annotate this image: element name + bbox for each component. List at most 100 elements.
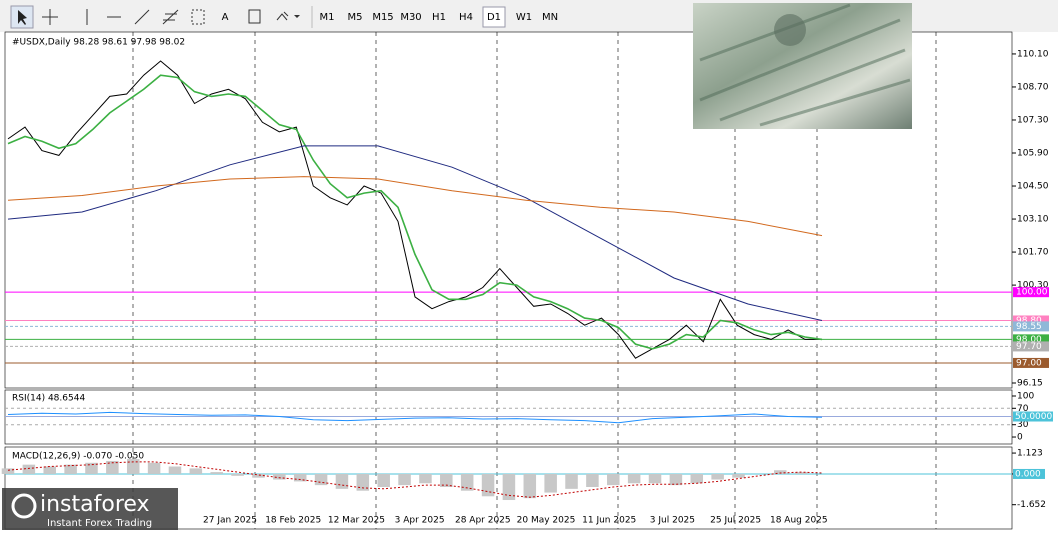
logo-bg	[2, 488, 178, 530]
timeframe-button[interactable]: M15	[372, 12, 393, 23]
logo-tagline: Instant Forex Trading	[47, 518, 152, 529]
y-tick-label: 1.123	[1017, 449, 1043, 459]
timeframe-button[interactable]: M30	[400, 12, 421, 23]
x-tick-label: 27 Jan 2025	[203, 516, 257, 526]
price-line	[7, 74, 823, 350]
toolbar-buttons: A	[10, 5, 313, 29]
macd-bar	[314, 473, 328, 486]
level-label: 50.0000	[1015, 412, 1052, 422]
macd-bar	[523, 473, 537, 499]
timeframe-button[interactable]: W1	[516, 12, 532, 23]
macd-bar	[1, 468, 15, 474]
macd-bar	[64, 464, 77, 474]
y-tick-label: 0	[1017, 433, 1023, 443]
y-tick-label: 105.90	[1017, 149, 1049, 159]
x-tick-label: 11 Jun 2025	[582, 516, 636, 526]
macd-bar	[43, 466, 57, 474]
macd-bar	[335, 473, 349, 489]
level-box	[1013, 357, 1049, 368]
cursor-icon	[18, 10, 27, 25]
macd-bar	[126, 459, 140, 474]
macd-bar	[607, 473, 620, 486]
timeframe-button[interactable]: H1	[432, 12, 446, 23]
macd-bar	[481, 473, 495, 497]
macd-bar	[252, 473, 265, 478]
macd-bar	[690, 473, 704, 484]
y-tick-label: -1.652	[1017, 500, 1046, 510]
logo: instaforex Instant Forex Trading	[2, 488, 178, 530]
level-label: 98.00	[1016, 335, 1042, 345]
level-label: 97.70	[1016, 342, 1042, 352]
macd-bar	[627, 473, 641, 484]
macd-bar	[377, 473, 390, 487]
x-tick-label: 12 Mar 2025	[328, 516, 385, 526]
macd-bar	[273, 473, 286, 480]
level-label: 98.55	[1016, 322, 1042, 332]
logo-brand: instaforex	[40, 492, 150, 517]
macd-bar	[419, 473, 432, 484]
macd-bar	[210, 472, 223, 474]
arrows-tool[interactable]	[276, 11, 289, 21]
y-tick-label: 108.70	[1017, 82, 1049, 92]
macd-bar	[231, 473, 244, 476]
macd-bar	[669, 473, 683, 486]
macd-bar	[85, 462, 98, 474]
x-tick-label: 3 Jul 2025	[650, 516, 695, 526]
level-box	[1013, 315, 1049, 326]
macd-bar	[106, 460, 119, 474]
rsi-title: RSI(14) 48.6544	[12, 394, 85, 404]
macd-bar	[711, 473, 724, 480]
logo-mark	[11, 493, 37, 519]
macd-bar	[22, 464, 36, 474]
text-tool[interactable]: A	[222, 12, 229, 23]
timeframe-button[interactable]: MN	[542, 12, 558, 23]
level-box	[1013, 321, 1049, 332]
timeframe-button[interactable]: M1	[320, 12, 335, 23]
level-box	[1013, 334, 1049, 345]
macd-bar	[398, 473, 411, 486]
timeframe-button[interactable]: M5	[348, 12, 363, 23]
macd-bar	[565, 473, 578, 489]
price-line	[7, 176, 823, 237]
level-box	[1013, 287, 1049, 298]
channel-tool[interactable]	[162, 9, 179, 25]
y-tick-label: 101.70	[1017, 248, 1049, 258]
macd-bar	[293, 473, 307, 482]
dropdown[interactable]	[294, 15, 300, 18]
macd-title: MACD(12,26,9) -0.070 -0.050	[12, 452, 144, 462]
macd-bar	[732, 473, 745, 478]
macd-bar	[147, 462, 161, 474]
price-line	[7, 60, 822, 359]
x-tick-label: 18 Aug 2025	[770, 516, 828, 526]
macd-bar	[544, 473, 557, 493]
level-label: 0.000	[1015, 469, 1041, 479]
y-tick-label: 70	[1017, 404, 1029, 414]
level-label: 98.80	[1016, 316, 1042, 326]
x-tick-label: 18 Feb 2025	[265, 516, 321, 526]
chart-title: #USDX,Daily 98.28 98.61 97.98 98.02	[12, 38, 185, 48]
rsi-line	[7, 411, 823, 424]
timeframe-button[interactable]: D1	[487, 12, 501, 23]
x-tick-label: 3 Apr 2025	[395, 516, 445, 526]
y-tick-label: 104.50	[1017, 182, 1049, 192]
level-box	[1013, 468, 1045, 479]
y-tick-label: 96.15	[1017, 378, 1043, 388]
fibo-tool[interactable]	[191, 9, 205, 25]
image-detail	[774, 14, 806, 46]
macd-bar	[356, 473, 370, 491]
macd-bar	[460, 473, 474, 491]
level-box	[1013, 411, 1053, 422]
label-tool[interactable]	[248, 9, 261, 24]
crosshair-tool[interactable]	[42, 9, 58, 25]
macd-bar	[794, 472, 808, 474]
timeframe-button[interactable]: H4	[459, 12, 473, 23]
level-box	[1013, 341, 1049, 352]
y-tick-label: 100	[1017, 391, 1034, 401]
timeframe-active	[482, 6, 506, 28]
x-tick-label: 25 Jul 2025	[710, 516, 761, 526]
level-label: 97.00	[1016, 358, 1042, 368]
x-tick-label: 28 Apr 2025	[455, 516, 511, 526]
trendline-tool[interactable]	[134, 9, 150, 25]
price-line	[7, 145, 823, 321]
macd-bar	[773, 470, 787, 474]
